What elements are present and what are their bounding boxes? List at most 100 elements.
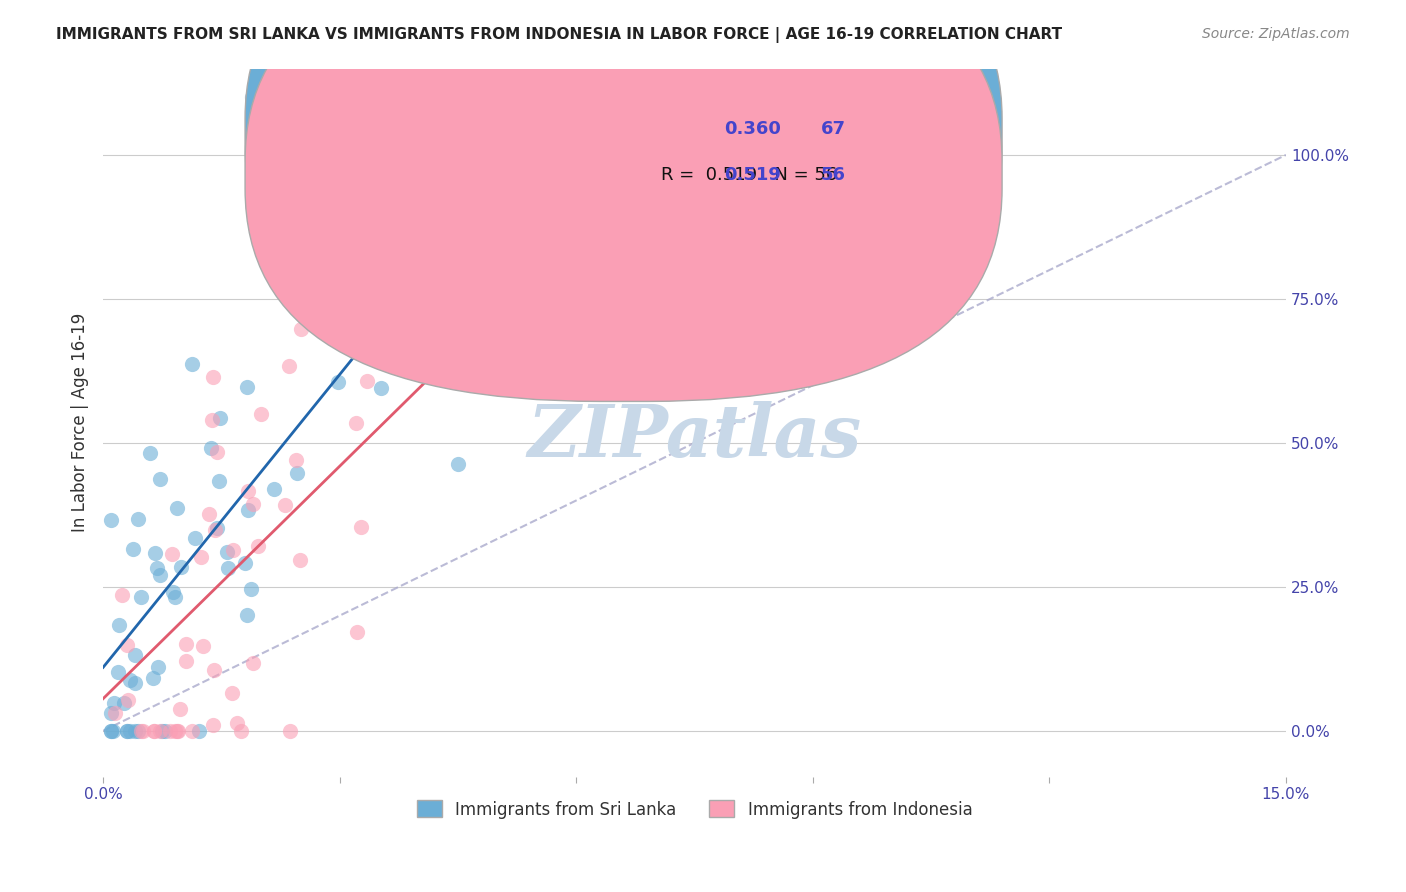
Point [115,723,138,738]
Point [166,723,188,738]
Point [146,561,169,575]
Point [226,715,249,730]
Point [217,561,239,575]
Point [121,541,143,556]
Point [344,416,367,430]
Point [139,445,162,459]
Point [623,90,645,104]
Point [409,90,432,104]
FancyBboxPatch shape [245,0,1002,359]
Point [142,671,165,685]
Point [180,723,202,738]
Point [101,723,124,738]
Point [284,453,307,467]
Point [166,500,188,515]
Point [236,379,259,393]
Point [170,560,193,574]
Point [100,513,122,527]
Y-axis label: In Labor Force | Age 16-19: In Labor Force | Age 16-19 [72,313,89,533]
Text: R =  0.519   N = 56: R = 0.519 N = 56 [661,166,838,184]
Point [163,723,186,738]
Point [285,466,308,480]
Point [165,590,187,604]
Point [181,357,204,371]
Point [202,663,225,677]
Point [299,271,322,285]
Point [118,723,141,738]
Point [201,370,224,384]
Point [205,445,228,459]
Text: R =  0.360   N = 67: R = 0.360 N = 67 [661,120,838,137]
Point [167,723,190,738]
Point [356,374,378,388]
Point [370,381,392,395]
Legend: Immigrants from Sri Lanka, Immigrants from Indonesia: Immigrants from Sri Lanka, Immigrants fr… [411,794,979,825]
Point [236,608,259,623]
Point [204,523,226,537]
Point [353,161,375,176]
Point [200,442,222,456]
Point [236,503,259,517]
Point [127,723,149,738]
Text: Source: ZipAtlas.com: Source: ZipAtlas.com [1202,27,1350,41]
Point [129,591,152,605]
Point [644,90,666,104]
Point [127,512,149,526]
Text: 67: 67 [821,120,846,137]
Text: 56: 56 [821,166,846,184]
Point [242,497,264,511]
FancyBboxPatch shape [576,104,979,218]
Point [247,540,270,554]
Point [124,723,146,738]
Point [201,717,224,731]
Point [118,673,141,687]
Point [870,90,893,104]
Point [236,484,259,499]
Point [143,723,166,738]
Point [112,696,135,710]
Point [142,723,165,738]
Point [567,90,589,104]
Point [465,281,488,295]
Point [117,693,139,707]
Point [188,723,211,738]
Point [190,550,212,565]
Point [335,202,357,217]
Point [328,375,350,389]
Point [208,474,231,488]
Point [274,498,297,512]
Point [205,521,228,535]
Text: 0.360: 0.360 [724,120,780,137]
Point [250,407,273,421]
Point [239,582,262,596]
Point [288,553,311,567]
Point [100,723,122,738]
Point [242,657,264,671]
Point [928,90,950,104]
Point [319,280,342,294]
Point [143,546,166,560]
Point [274,244,297,258]
Text: ZIPatlas: ZIPatlas [527,401,862,473]
Point [349,520,371,534]
Point [183,531,205,545]
Point [162,584,184,599]
Point [149,723,172,738]
Point [146,660,169,674]
Point [153,723,176,738]
Point [263,482,285,496]
Point [447,457,470,471]
Point [160,548,183,562]
Text: 0.519: 0.519 [724,166,780,184]
Point [107,665,129,679]
Point [103,697,125,711]
Point [494,90,516,104]
Point [221,686,243,700]
Point [209,411,232,425]
Point [533,90,555,104]
Text: IMMIGRANTS FROM SRI LANKA VS IMMIGRANTS FROM INDONESIA IN LABOR FORCE | AGE 16-1: IMMIGRANTS FROM SRI LANKA VS IMMIGRANTS … [56,27,1063,43]
Point [278,359,301,374]
Point [117,638,139,652]
Point [643,90,665,104]
Point [174,637,197,651]
